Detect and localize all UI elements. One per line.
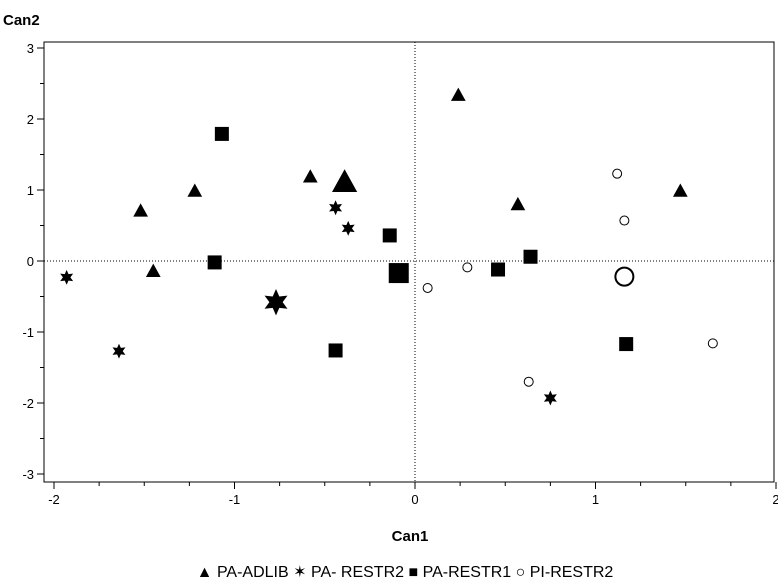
legend-entry-star: ✶ PA- RESTR2	[289, 564, 404, 581]
x-tick-label: -1	[229, 492, 241, 507]
data-point-square	[491, 262, 506, 277]
x-axis-title: Can1	[392, 528, 429, 545]
data-point-square	[214, 126, 229, 141]
centroid-point-circle	[614, 266, 635, 287]
axis-ticks: -2 -1 0 1 2 -3 -2 -1 0 1 2 3	[22, 41, 778, 507]
plot-frame	[43, 41, 775, 483]
data-point-triangle	[145, 263, 161, 277]
x-tick-label: -2	[48, 492, 60, 507]
centroid-point-star	[264, 288, 288, 316]
reference-lines	[44, 42, 774, 482]
data-point-circle	[619, 215, 630, 226]
y-tick-label: -2	[22, 396, 34, 411]
x-tick-label: 1	[592, 492, 599, 507]
data-point-square	[382, 228, 397, 243]
y-tick-label: -3	[22, 467, 34, 482]
centroid-point-square	[388, 263, 409, 284]
data-point-triangle	[672, 183, 688, 197]
data-point-square	[328, 343, 343, 358]
data-point-square	[207, 255, 222, 270]
data-point-circle	[707, 338, 718, 349]
data-point-triangle	[187, 183, 203, 197]
x-tick-label: 2	[772, 492, 778, 507]
legend-entry-circle: ○ PI-RESTR2	[511, 564, 613, 581]
y-tick-label: 3	[27, 41, 34, 56]
data-point-star	[60, 269, 74, 285]
y-tick-label: 0	[27, 254, 34, 269]
data-point-triangle	[510, 196, 526, 211]
data-point-triangle	[450, 87, 466, 101]
centroid-point-triangle	[332, 169, 358, 193]
y-axis-title: Can2	[3, 12, 40, 29]
data-point-circle	[523, 376, 534, 387]
x-tick-label: 0	[411, 492, 418, 507]
data-point-circle	[422, 282, 433, 293]
legend: ▲ PA-ADLIB ✶ PA- RESTR2 ■ PA-RESTR1 ○ PI…	[197, 564, 614, 581]
legend-text: ▲ PA-ADLIB ✶ PA- RESTR2 ■ PA-RESTR1 ○ PI…	[197, 564, 614, 581]
data-point-triangle	[302, 169, 318, 183]
y-tick-label: 1	[27, 183, 34, 198]
legend-entry-square: ■ PA-RESTR1	[404, 564, 511, 581]
data-points	[60, 87, 718, 406]
data-point-circle	[462, 262, 473, 273]
y-tick-label: -1	[22, 325, 34, 340]
data-point-square	[523, 249, 538, 264]
data-point-star	[341, 220, 355, 236]
data-point-triangle	[133, 203, 148, 217]
legend-entry-triangle: ▲ PA-ADLIB	[197, 564, 289, 581]
data-point-star	[329, 200, 343, 216]
y-tick-label: 2	[27, 112, 34, 127]
data-point-square	[619, 337, 634, 352]
data-point-circle	[612, 168, 623, 179]
data-point-star	[543, 390, 557, 406]
data-point-star	[112, 343, 126, 359]
